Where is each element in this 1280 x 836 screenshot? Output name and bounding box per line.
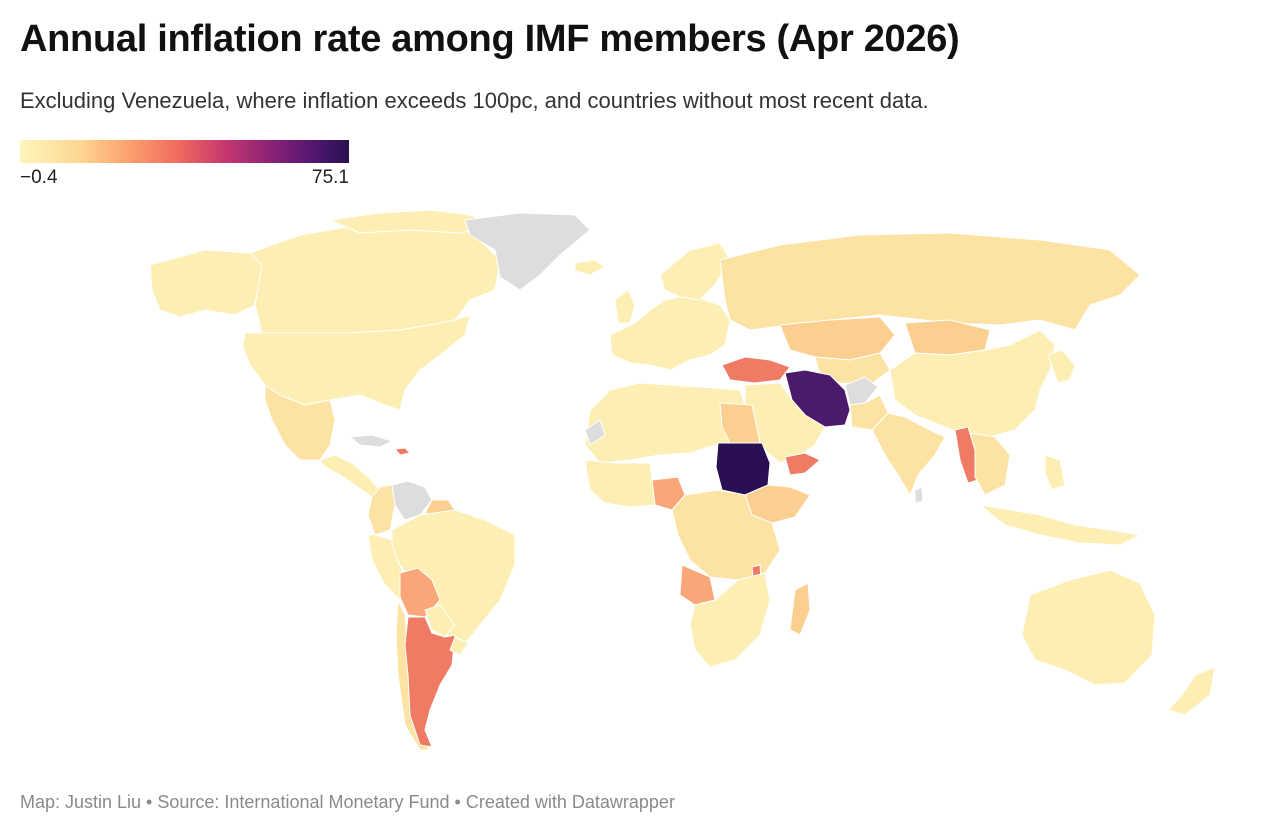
region-se-asia[interactable]	[969, 432, 1011, 496]
region-mongolia[interactable]	[904, 319, 991, 356]
region-southern-africa[interactable]	[689, 572, 771, 668]
region-europe[interactable]	[609, 294, 731, 371]
region-western-sahara[interactable]	[584, 419, 606, 446]
chart-title: Annual inflation rate among IMF members …	[20, 18, 960, 60]
region-yemen[interactable]	[784, 452, 821, 476]
region-west-africa[interactable]	[584, 459, 656, 508]
region-new-zealand[interactable]	[1167, 666, 1216, 716]
legend-gradient-bar	[20, 140, 349, 163]
region-india[interactable]	[871, 412, 946, 496]
region-turkey[interactable]	[721, 356, 791, 384]
region-scandinavia[interactable]	[659, 242, 731, 301]
region-paraguay[interactable]	[424, 604, 456, 638]
region-central-africa[interactable]	[671, 489, 781, 581]
color-legend: −0.4 75.1	[20, 140, 349, 191]
legend-max-label: 75.1	[312, 167, 349, 188]
region-indonesia[interactable]	[979, 504, 1141, 546]
region-mexico[interactable]	[264, 384, 336, 461]
region-greenland[interactable]	[464, 212, 591, 291]
region-korea-japan[interactable]	[1047, 349, 1076, 384]
region-uk[interactable]	[614, 289, 636, 324]
region-philippines[interactable]	[1044, 454, 1066, 491]
region-venezuela[interactable]	[391, 480, 433, 521]
region-iceland[interactable]	[574, 259, 606, 276]
region-alaska[interactable]	[149, 249, 263, 318]
region-sri-lanka[interactable]	[914, 486, 924, 504]
region-canada[interactable]	[249, 219, 501, 334]
legend-min-label: −0.4	[20, 167, 58, 188]
region-cuba[interactable]	[349, 434, 393, 448]
region-madagascar[interactable]	[789, 582, 811, 636]
source-footer: Map: Justin Liu • Source: International …	[20, 792, 675, 812]
region-uruguay[interactable]	[449, 636, 469, 656]
region-russia[interactable]	[719, 232, 1141, 331]
region-argentina[interactable]	[404, 616, 456, 748]
region-afghanistan[interactable]	[844, 376, 879, 406]
chart-subtitle: Excluding Venezuela, where inflation exc…	[20, 88, 929, 113]
world-map	[0, 205, 1280, 765]
region-china[interactable]	[889, 329, 1056, 438]
region-colombia[interactable]	[367, 484, 396, 536]
region-australia[interactable]	[1021, 569, 1156, 686]
region-haiti[interactable]	[394, 447, 411, 456]
region-central-america[interactable]	[319, 454, 381, 498]
